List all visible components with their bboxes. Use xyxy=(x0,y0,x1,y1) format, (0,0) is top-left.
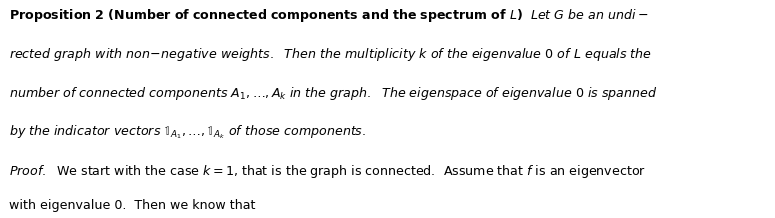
Text: $\it{Proof.}$  We start with the case $k=1$, that is the graph is connected.  As: $\it{Proof.}$ We start with the case $k=… xyxy=(9,162,646,179)
Text: $\bf{Proposition\ 2\ (Number\ of\ connected\ components\ and\ the\ spectrum\ of\: $\bf{Proposition\ 2\ (Number\ of\ connec… xyxy=(9,7,649,24)
Text: $\it{rected\ graph\ with\ non\!-\!negative\ weights.\ \ Then\ the\ multiplicity\: $\it{rected\ graph\ with\ non\!-\!negati… xyxy=(9,46,653,63)
Text: $\it{number\ of\ connected\ components\ A_1,\ldots,A_k\ in\ the\ graph.\ \ The\ : $\it{number\ of\ connected\ components\ … xyxy=(9,85,658,102)
Text: $\it{by\ the\ indicator\ vectors\ \mathbb{1}_{A_1},\ldots,\mathbb{1}_{A_k}\ of\ : $\it{by\ the\ indicator\ vectors\ \mathb… xyxy=(9,123,367,141)
Text: with eigenvalue 0.  Then we know that: with eigenvalue 0. Then we know that xyxy=(9,198,256,211)
